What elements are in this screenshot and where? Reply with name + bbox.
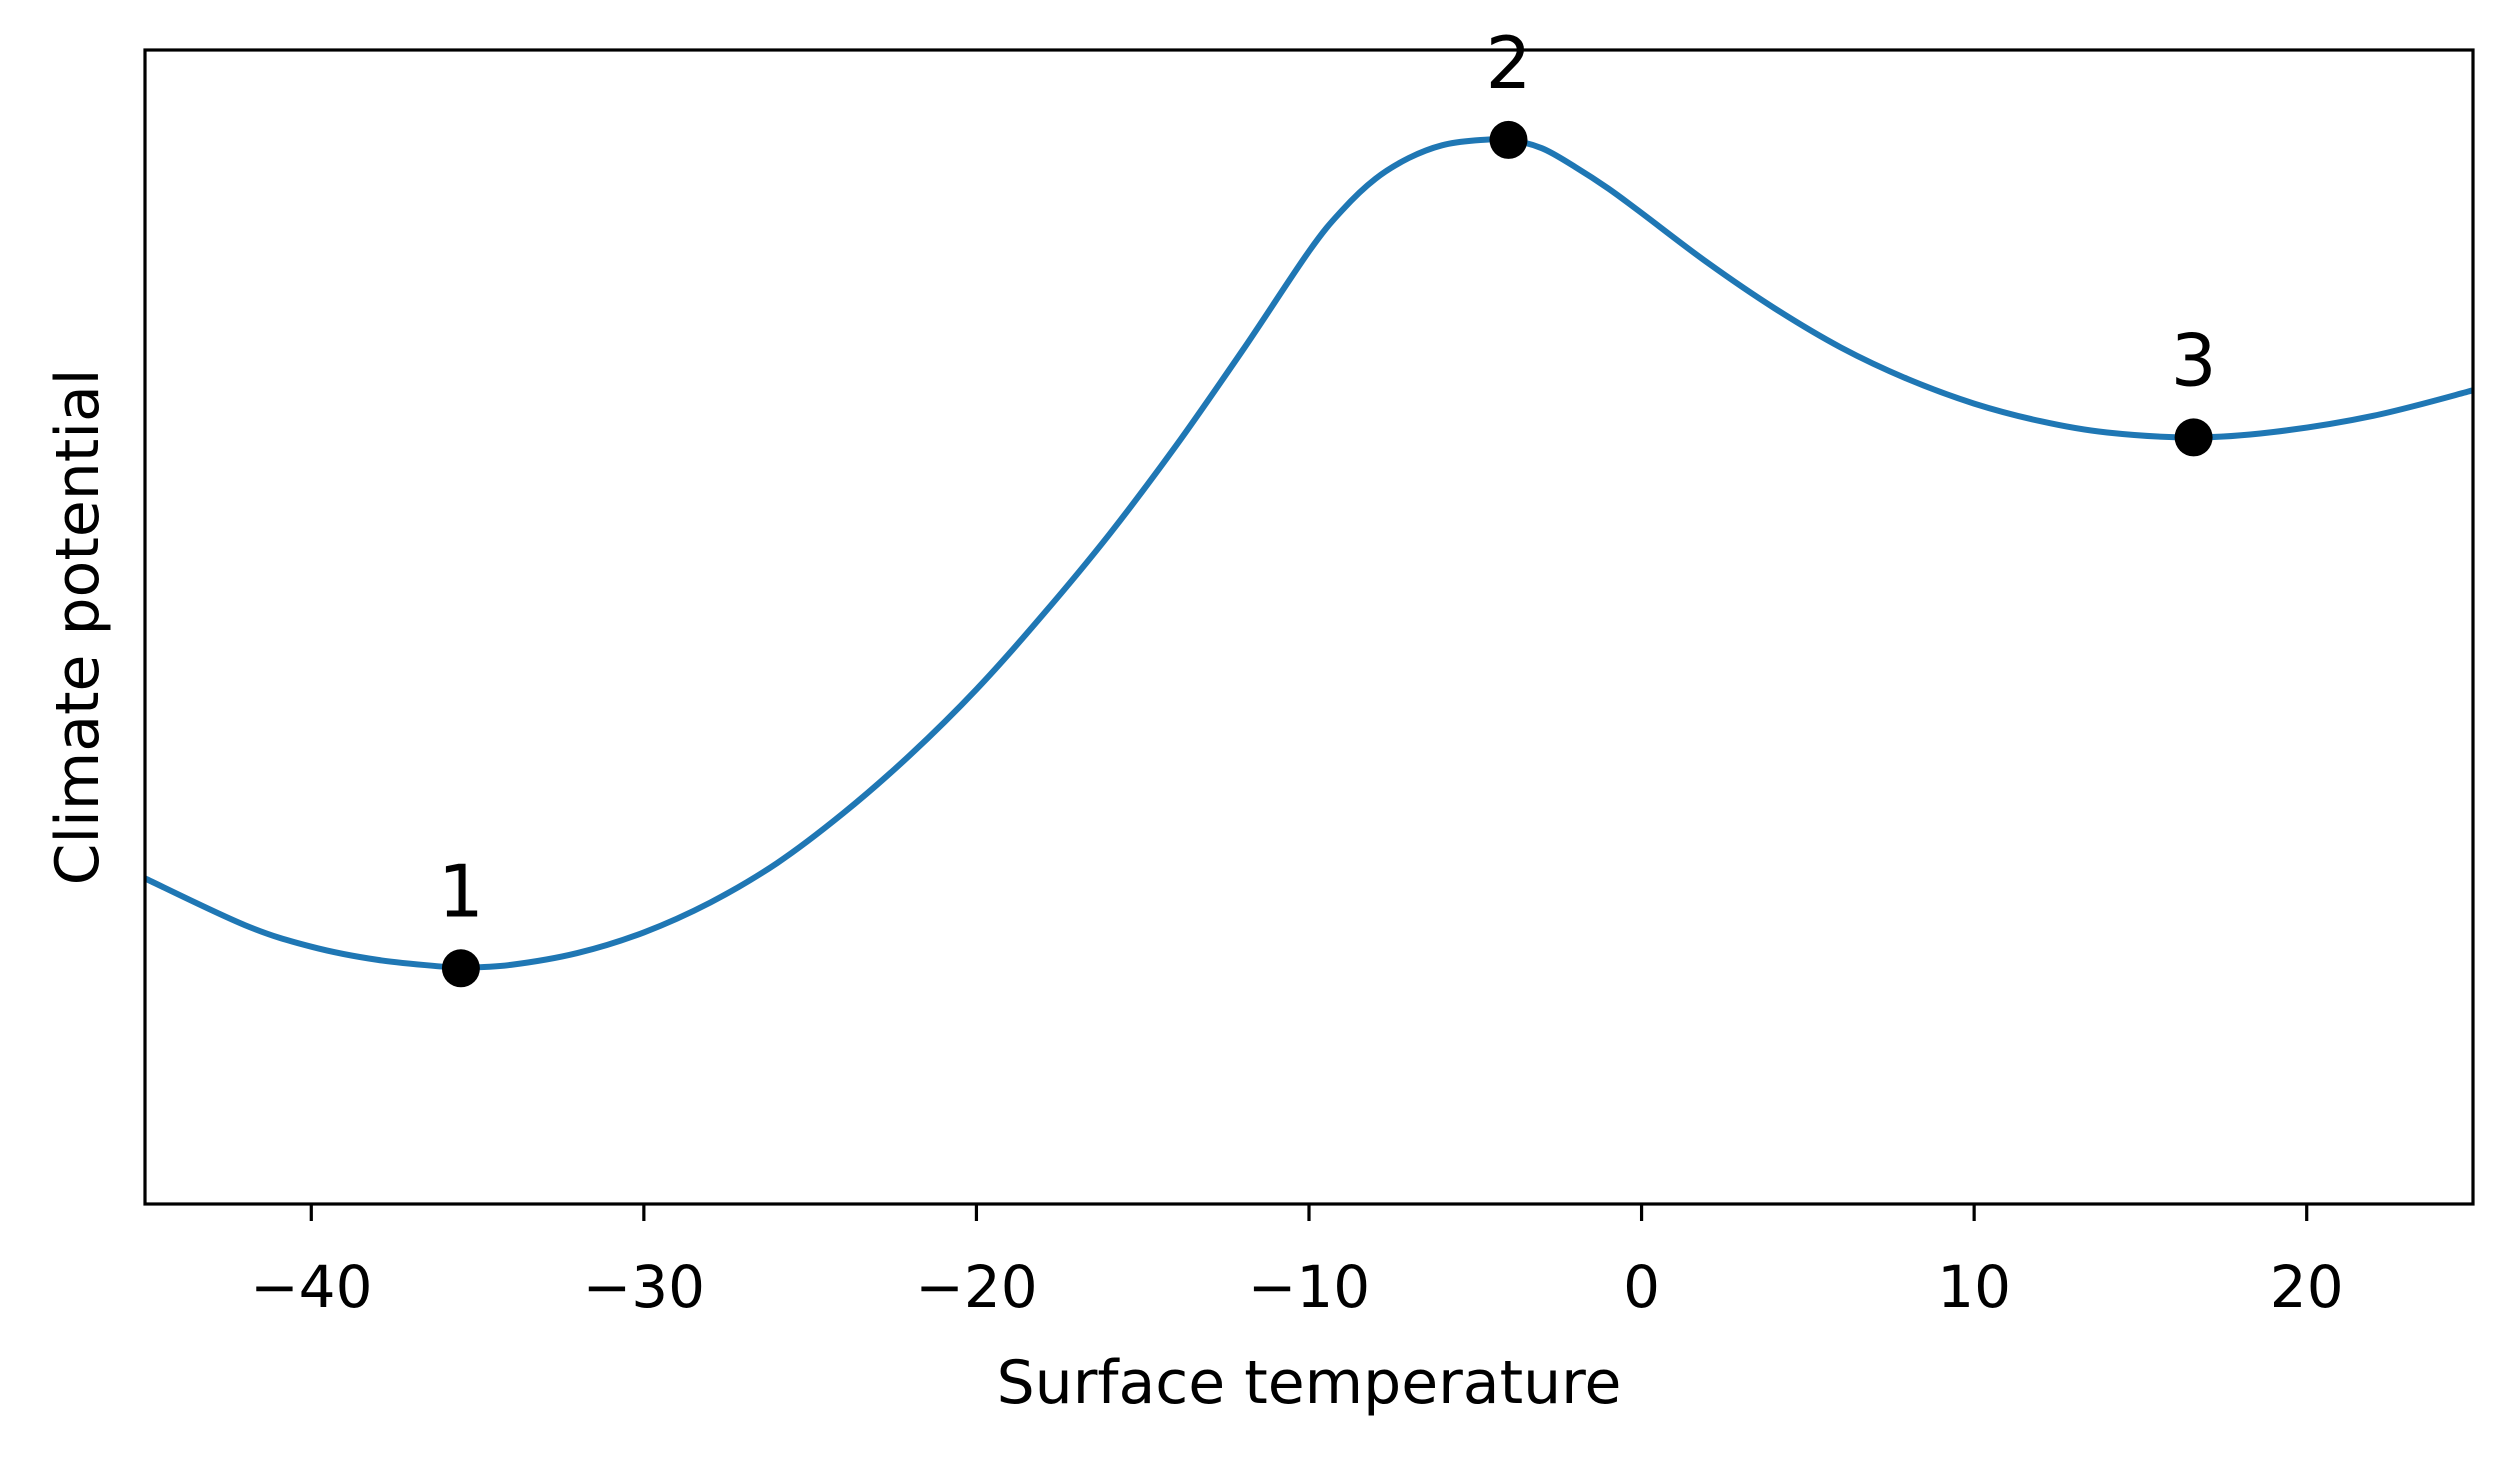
x-tick-label: −30 bbox=[583, 1253, 705, 1321]
point-marker-3 bbox=[2174, 418, 2213, 457]
x-tick-label: 20 bbox=[2270, 1253, 2344, 1321]
plot-frame bbox=[143, 48, 2475, 1206]
point-label-2: 2 bbox=[1486, 21, 1532, 105]
point-marker-1 bbox=[441, 949, 480, 988]
point-label-3: 3 bbox=[2171, 318, 2217, 402]
series-line-0 bbox=[145, 136, 2473, 971]
point-label-1: 1 bbox=[438, 849, 484, 933]
x-tick-label: −20 bbox=[915, 1253, 1037, 1321]
x-tick-label: −40 bbox=[250, 1253, 372, 1321]
x-tick-label: −10 bbox=[1248, 1253, 1370, 1321]
y-axis-label: Climate potential bbox=[43, 369, 113, 886]
point-marker-2 bbox=[1489, 120, 1528, 159]
x-tick-label: 0 bbox=[1623, 1253, 1660, 1321]
x-axis-label: Surface temperature bbox=[997, 1348, 1622, 1418]
x-tick-label: 10 bbox=[1937, 1253, 2011, 1321]
